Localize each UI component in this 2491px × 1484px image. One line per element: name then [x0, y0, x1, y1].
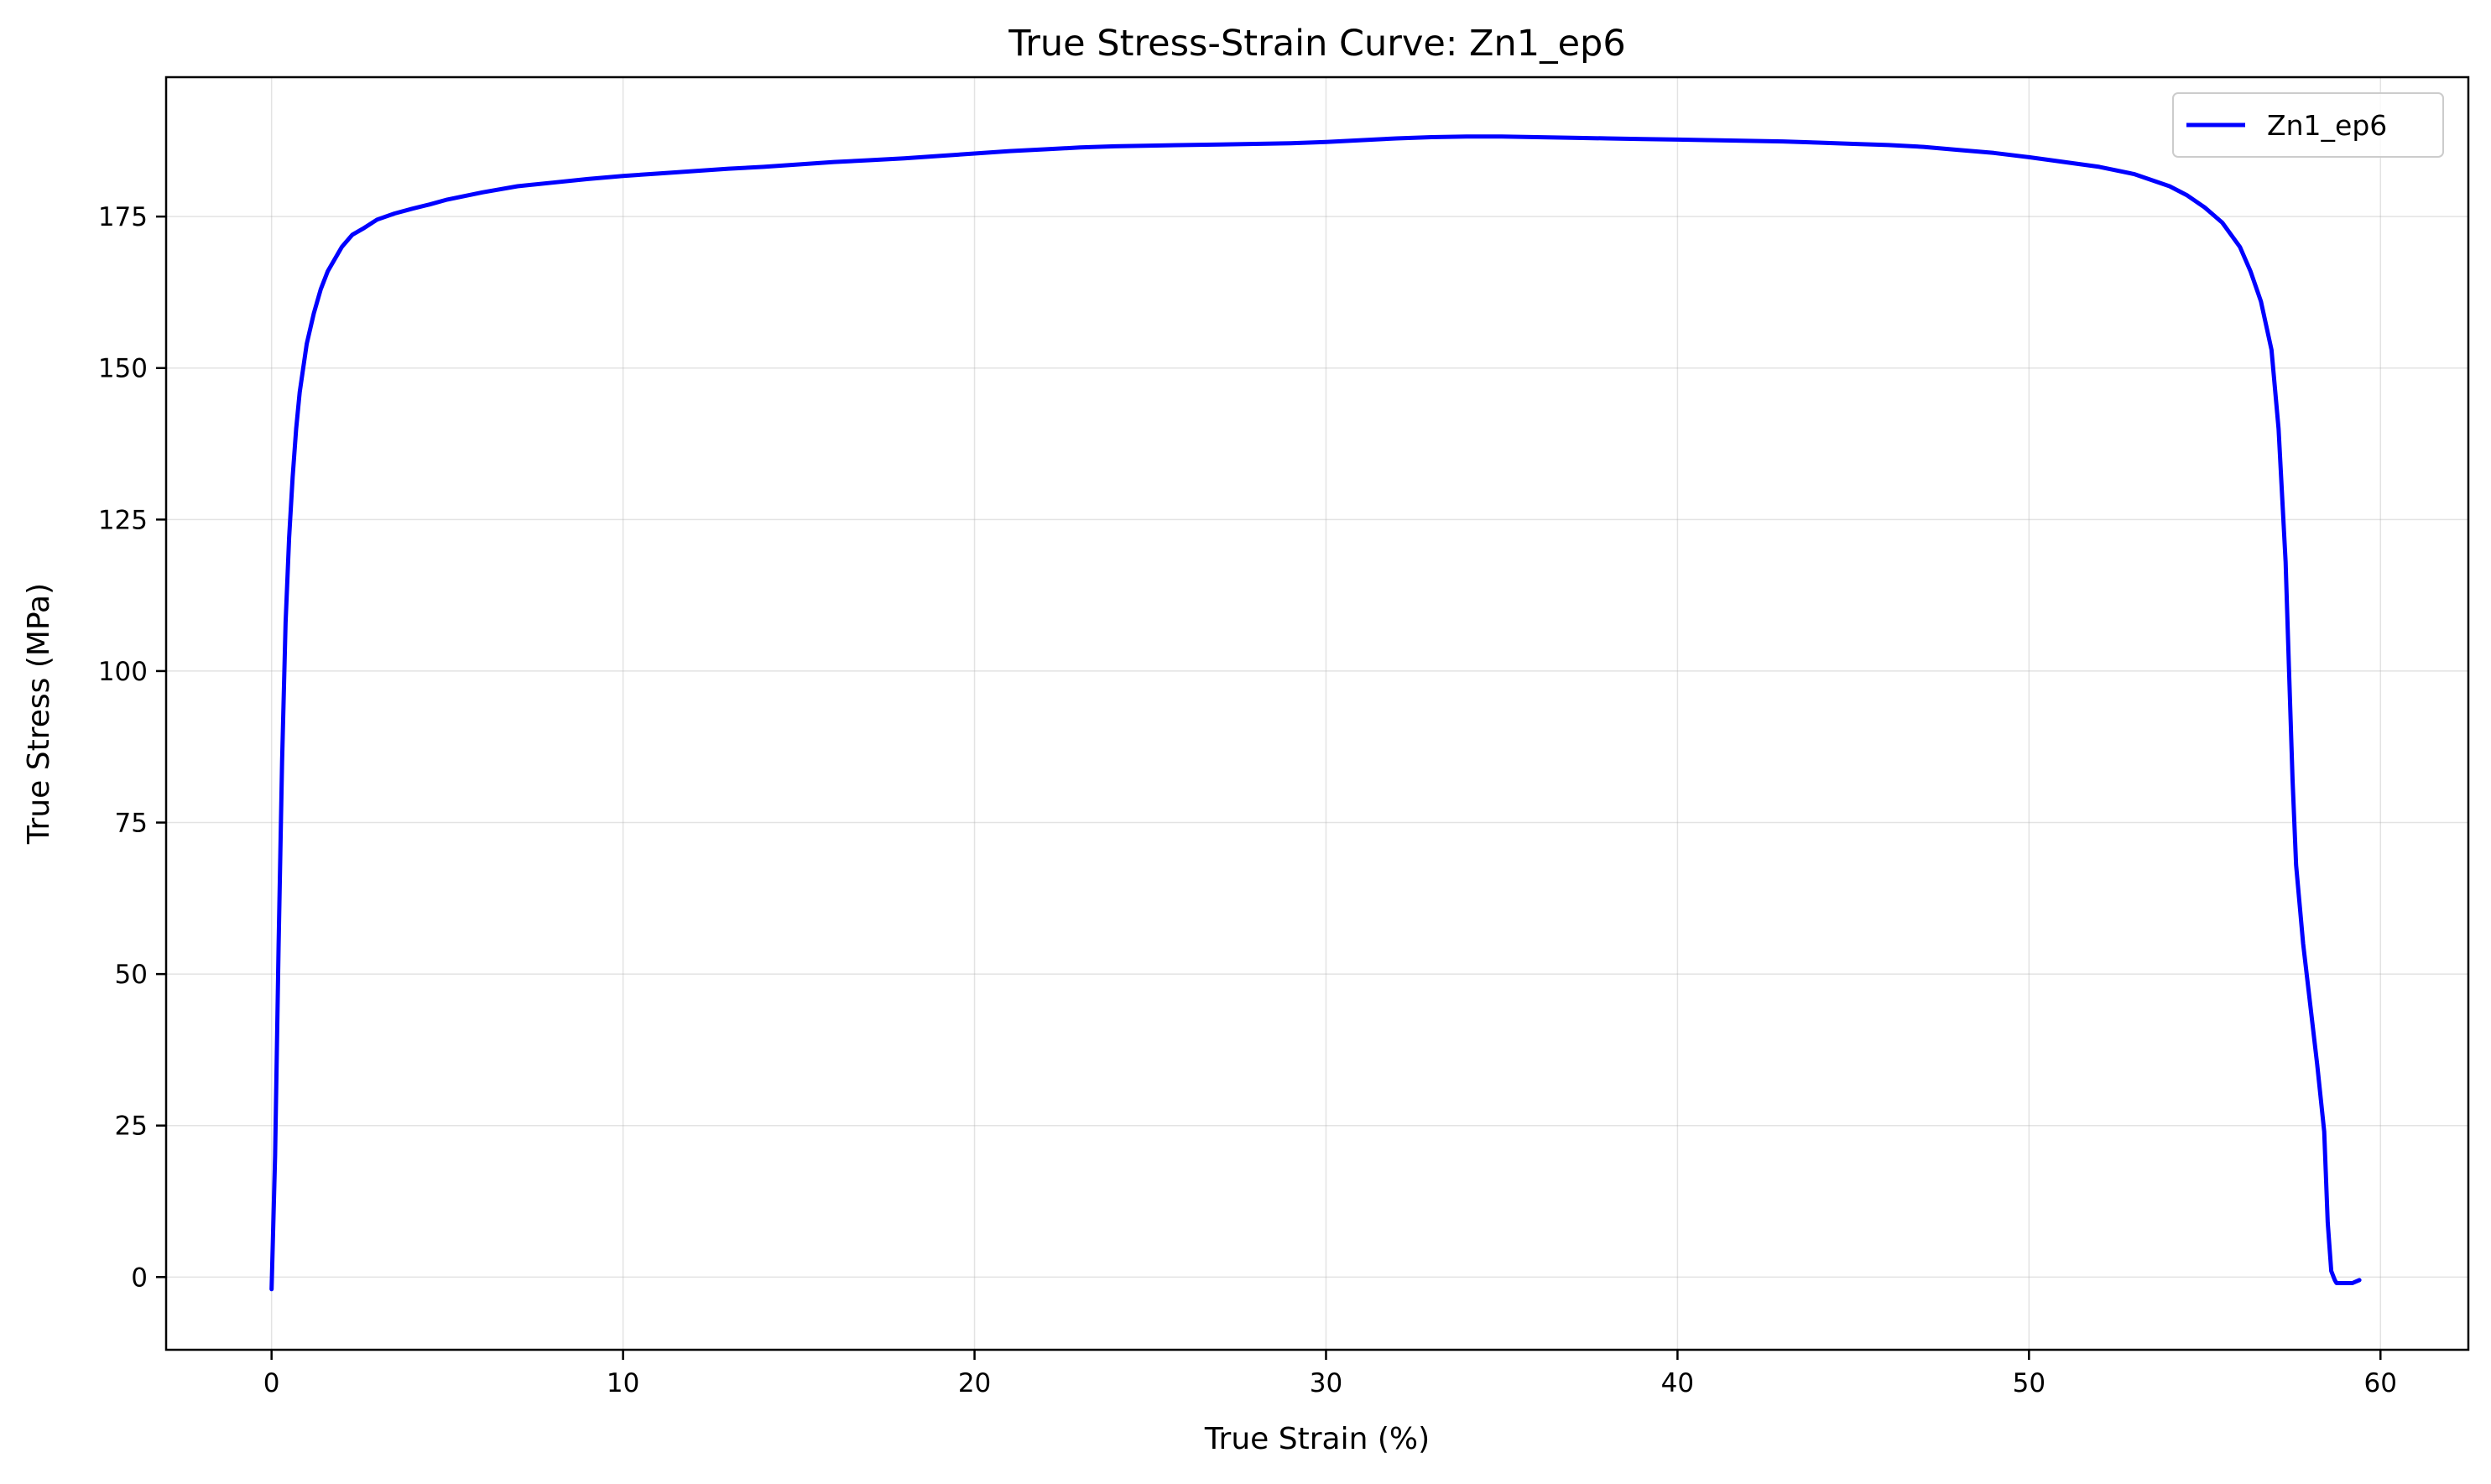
- plot-frame: [164, 76, 2470, 1351]
- y-tick-label: 100: [98, 657, 148, 687]
- x-tick-label: 40: [1661, 1368, 1694, 1398]
- grid: [166, 77, 2468, 1350]
- series-line-zn1-ep6: [269, 134, 2362, 1292]
- y-tick-label: 0: [131, 1263, 148, 1293]
- x-tick-label: 30: [1310, 1368, 1342, 1398]
- y-tick-label: 25: [115, 1112, 148, 1142]
- legend-box: [2172, 92, 2444, 158]
- y-tick-label: 125: [98, 505, 148, 535]
- x-axis-title: True Strain (%): [1204, 1422, 1430, 1456]
- plot-area: [269, 134, 2362, 1292]
- y-axis-title: True Stress (MPa): [22, 583, 56, 845]
- axis-ticks: 0 10 20 30 40 50 60 0 25 50 75 100 125 150 175: [98, 202, 2397, 1398]
- x-tick-label: 20: [958, 1368, 991, 1398]
- chart-title: True Stress-Strain Curve: Zn1_ep6: [1008, 23, 1625, 65]
- legend-entry-label: Zn1_ep6: [2267, 109, 2387, 142]
- x-tick-label: 10: [607, 1368, 639, 1398]
- y-tick-label: 75: [115, 809, 148, 839]
- y-tick-label: 175: [98, 202, 148, 232]
- legend: Zn1_ep6: [2172, 92, 2444, 158]
- y-tick-label: 50: [115, 960, 148, 990]
- x-tick-label: 60: [2364, 1368, 2397, 1398]
- y-tick-label: 150: [98, 354, 148, 384]
- x-tick-label: 0: [263, 1368, 280, 1398]
- x-tick-label: 50: [2013, 1368, 2045, 1398]
